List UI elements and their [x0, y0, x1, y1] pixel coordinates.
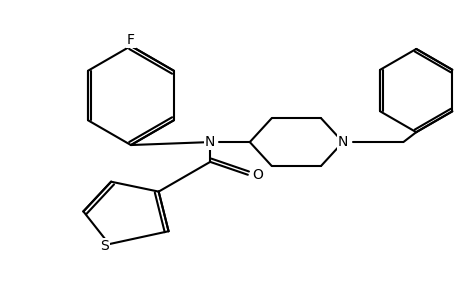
Text: F: F — [127, 33, 134, 47]
Text: O: O — [252, 168, 263, 182]
Text: N: N — [205, 135, 215, 149]
Text: N: N — [337, 135, 347, 149]
Text: S: S — [100, 239, 108, 253]
